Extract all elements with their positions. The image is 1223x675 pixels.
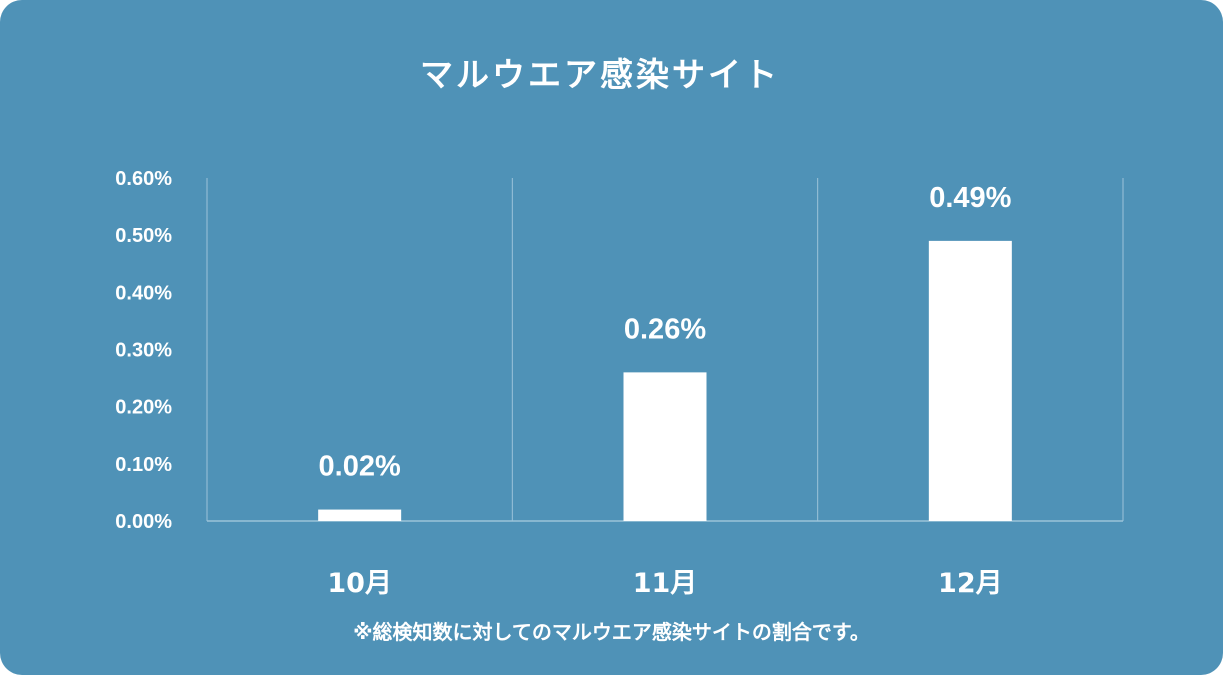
y-tick-label: 0.10% [115, 454, 172, 476]
y-tick-label: 0.60% [115, 168, 172, 190]
bar [318, 509, 402, 521]
data-label: 0.26% [624, 313, 706, 345]
chart-title: マルウエア感染サイト [420, 55, 780, 94]
data-label: 0.49% [929, 182, 1011, 214]
y-tick-label: 0.20% [115, 397, 172, 419]
x-tick-label: 10月 [327, 568, 392, 599]
x-tick-label: 12月 [938, 568, 1003, 599]
chart-footnote: ※総検知数に対してのマルウエア感染サイトの割合です。 [353, 620, 870, 644]
x-tick-label: 11月 [633, 568, 698, 599]
y-tick-label: 0.40% [115, 282, 172, 304]
y-tick-label: 0.00% [115, 511, 172, 533]
bar [928, 240, 1012, 521]
bar [623, 372, 707, 521]
data-label: 0.02% [319, 451, 401, 483]
y-tick-label: 0.50% [115, 225, 172, 247]
y-tick-label: 0.30% [115, 340, 172, 362]
